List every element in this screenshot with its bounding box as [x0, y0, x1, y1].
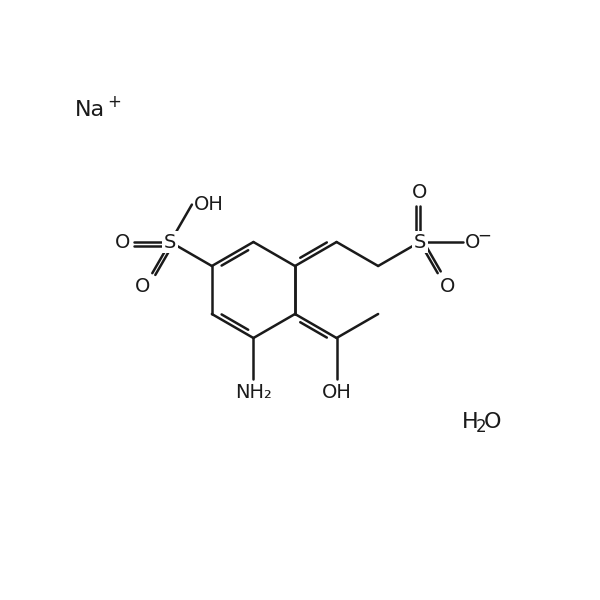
- Text: −: −: [477, 227, 491, 245]
- Text: O: O: [465, 232, 480, 251]
- Text: OH: OH: [322, 383, 352, 402]
- Text: Na: Na: [75, 100, 105, 120]
- Text: O: O: [135, 277, 150, 296]
- Text: O: O: [484, 412, 502, 432]
- Text: S: S: [413, 232, 426, 251]
- Text: +: +: [107, 93, 121, 111]
- Text: 2: 2: [476, 418, 487, 436]
- Text: O: O: [412, 183, 427, 202]
- Text: O: O: [440, 277, 455, 296]
- Text: OH: OH: [194, 195, 224, 214]
- Text: NH₂: NH₂: [235, 383, 272, 402]
- Text: H: H: [462, 412, 479, 432]
- Text: S: S: [164, 232, 176, 251]
- Text: O: O: [115, 232, 130, 251]
